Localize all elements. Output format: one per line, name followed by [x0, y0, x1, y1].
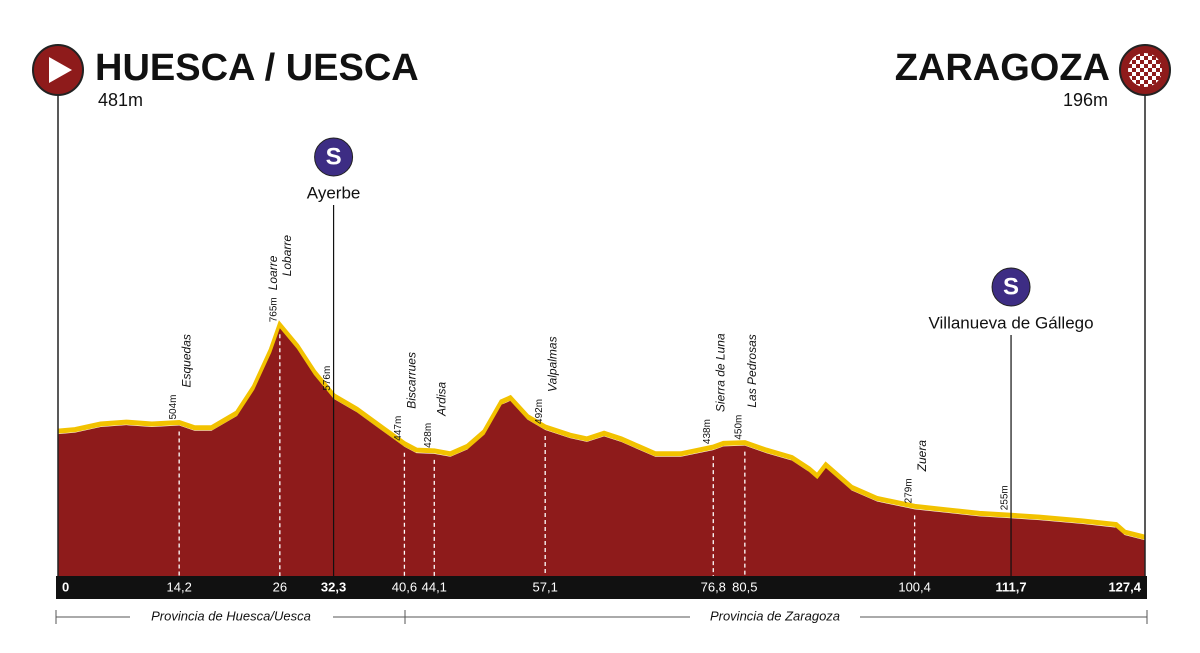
elevation-label: 447m — [393, 416, 404, 441]
place-name: Las Pedrosas — [745, 334, 759, 407]
finish-name: ZARAGOZA — [895, 47, 1110, 89]
sprint-name: Ayerbe — [307, 183, 361, 202]
finish-elevation: 196m — [1063, 90, 1108, 110]
km-bar — [56, 576, 1147, 599]
place-name: Sierra de Luna — [713, 333, 727, 412]
km-label: 57,1 — [533, 579, 558, 594]
elevation-label: 279m — [903, 478, 914, 503]
province-label: Provincia de Zaragoza — [710, 608, 840, 623]
km-label: 127,4 — [1108, 579, 1141, 594]
elevation-label: 438m — [702, 419, 713, 444]
elevation-label: 492m — [534, 399, 545, 424]
km-label: 76,8 — [701, 579, 726, 594]
km-label: 14,2 — [167, 579, 192, 594]
background — [57, 320, 1146, 576]
province-lines — [55, 610, 1148, 624]
start-arrow — [49, 57, 72, 83]
place-name: Esquedas — [179, 334, 193, 387]
elevation-label: 504m — [168, 394, 179, 419]
km-label: 44,1 — [422, 579, 447, 594]
km-label: 40,6 — [392, 579, 417, 594]
place-name: Ardisa — [434, 381, 448, 416]
finish-flag — [1128, 53, 1162, 87]
elevation-label: 576m — [322, 366, 333, 391]
place-name: Loarre — [266, 255, 280, 290]
climb-edge — [57, 320, 1146, 540]
km-label: 26 — [273, 579, 287, 594]
km-label: 80,5 — [732, 579, 757, 594]
place-name: Valpalmas — [545, 336, 559, 392]
sprint-name: Villanueva de Gállego — [928, 313, 1093, 332]
km-label: 0 — [62, 579, 69, 594]
place-name: Biscarrues — [405, 352, 419, 409]
province-label: Provincia de Huesca/Uesca — [151, 608, 311, 623]
sprint-icon — [314, 137, 354, 177]
place-name: Lobarre — [280, 235, 294, 277]
elevation-label: 428m — [423, 423, 434, 448]
km-label: 32,3 — [321, 579, 346, 594]
sprint-icon — [991, 267, 1031, 307]
sprint-letter: S — [326, 143, 342, 170]
start-name: HUESCA / UESCA — [95, 47, 419, 89]
elevation-label: 450m — [733, 415, 744, 440]
place-name: Zuera — [915, 440, 929, 473]
elevation-label: 765m — [268, 297, 279, 322]
elevation-label: 255m — [1000, 485, 1011, 510]
elevation-area — [58, 328, 1145, 576]
km-label: 111,7 — [995, 579, 1026, 594]
start-elevation: 481m — [98, 90, 143, 110]
km-label: 100,4 — [898, 579, 931, 594]
sprint-letter: S — [1003, 273, 1019, 300]
